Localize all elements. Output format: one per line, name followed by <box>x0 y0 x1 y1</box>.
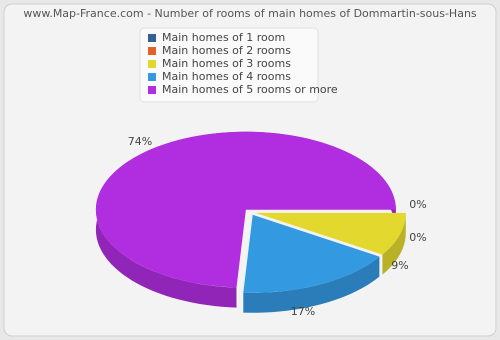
slice <box>95 131 396 288</box>
slice-label: 74% <box>128 135 152 148</box>
slice-label: 0% <box>409 198 426 211</box>
legend <box>139 27 319 103</box>
slice-side <box>243 256 380 313</box>
legend-label: Main homes of 5 rooms or more <box>162 83 338 96</box>
chart-title: www.Map-France.com - Number of rooms of … <box>23 7 477 20</box>
slice-label: 0% <box>409 231 426 244</box>
legend-label: Main homes of 3 rooms <box>162 57 291 70</box>
slice <box>255 212 406 255</box>
slice-label: 17% <box>291 305 315 318</box>
slice-label: 9% <box>391 259 408 272</box>
legend-label: Main homes of 1 room <box>162 31 285 44</box>
legend-swatch <box>148 34 156 42</box>
legend-swatch <box>148 47 156 55</box>
slice <box>243 214 380 293</box>
slice-side <box>382 212 406 275</box>
legend-label: Main homes of 4 rooms <box>162 70 291 83</box>
legend-swatch <box>148 73 156 81</box>
legend-swatch <box>148 60 156 68</box>
legend-swatch <box>148 86 156 94</box>
legend-label: Main homes of 2 rooms <box>162 44 291 57</box>
